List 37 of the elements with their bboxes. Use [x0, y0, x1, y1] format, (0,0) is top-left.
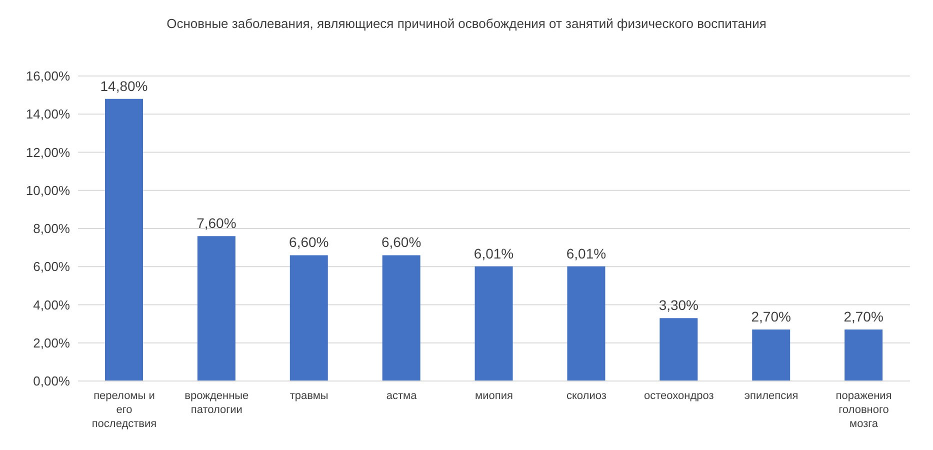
- data-label: 7,60%: [196, 215, 236, 232]
- bar: [105, 98, 143, 381]
- x-tick-label: астма: [386, 390, 418, 402]
- data-label: 6,60%: [381, 234, 422, 250]
- bar: [567, 266, 606, 381]
- bar: [197, 236, 236, 381]
- y-tick-label: 4,00%: [33, 297, 70, 312]
- data-label: 3,30%: [658, 297, 699, 314]
- y-tick-label: 14,00%: [26, 106, 70, 122]
- data-label: 14,80%: [100, 78, 148, 94]
- bar: [844, 330, 883, 381]
- data-label: 2,70%: [751, 308, 791, 325]
- x-tick-label: травмы: [290, 390, 328, 402]
- x-tick-label: остеохондроз: [644, 390, 714, 402]
- y-tick-label: 12,00%: [26, 144, 70, 160]
- x-tick-label: переломы и его последствия: [92, 390, 157, 430]
- y-tick-label: 0,00%: [33, 374, 70, 389]
- y-tick-label: 2,00%: [33, 335, 70, 350]
- data-label: 2,70%: [844, 308, 884, 325]
- bar: [382, 255, 420, 381]
- x-tick-label: эпилепсия: [744, 390, 798, 402]
- bar: [290, 255, 328, 381]
- data-label: 6,01%: [566, 245, 606, 262]
- y-tick-label: 6,00%: [33, 259, 70, 274]
- x-tick-label: миопия: [475, 390, 513, 402]
- x-tick-label: врожденные патологии: [184, 390, 249, 416]
- y-tick-label: 8,00%: [33, 221, 70, 236]
- y-tick-label: 16,00%: [26, 68, 70, 84]
- data-label: 6,01%: [474, 245, 514, 262]
- y-tick-label: 10,00%: [26, 182, 70, 198]
- bar: [474, 266, 513, 381]
- data-label: 6,60%: [289, 234, 329, 250]
- chart-title: Основные заболевания, являющиеся причиной освобождения от занятий физического воспитания: [166, 15, 768, 33]
- bar: [752, 330, 790, 381]
- bar: [660, 318, 698, 381]
- x-tick-label: поражения головного мозга: [836, 390, 892, 430]
- x-tick-label: сколиоз: [566, 390, 606, 402]
